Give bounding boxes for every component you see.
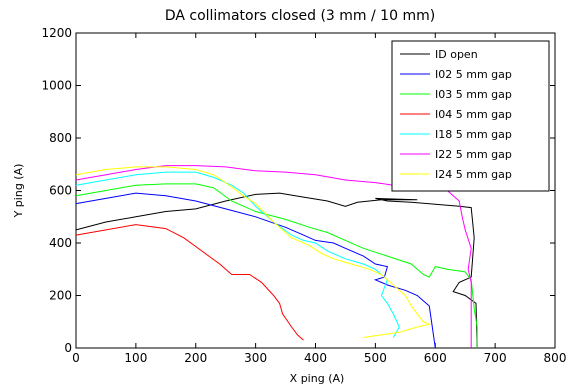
y-axis-ticks: 0 200 400 600 800 1000 1200 (41, 26, 555, 355)
legend-label: I24 5 mm gap (435, 168, 512, 181)
y-tick-label: 800 (49, 131, 72, 145)
series-line-4 (75, 171, 400, 338)
x-tick-label: 600 (424, 351, 447, 365)
legend-label: I02 5 mm gap (435, 68, 512, 81)
x-tick-label: 0 (72, 351, 80, 365)
x-tick-label: 300 (244, 351, 267, 365)
series-line-3 (75, 224, 304, 341)
y-tick-label: 600 (49, 184, 72, 198)
series-line-0 (75, 192, 478, 349)
y-tick-label: 1200 (41, 26, 72, 40)
x-tick-label: 400 (304, 351, 327, 365)
legend-label: I04 5 mm gap (435, 108, 512, 121)
y-tick-label: 0 (64, 341, 72, 355)
legend-label: I22 5 mm gap (435, 148, 512, 161)
y-tick-label: 1000 (41, 79, 72, 93)
x-tick-label: 800 (544, 351, 567, 365)
series-line-2 (75, 183, 478, 348)
x-axis-ticks: 0 100 200 300 400 500 600 700 800 (72, 33, 566, 365)
series-line-5 (75, 165, 472, 348)
x-axis-title: X ping (A) (290, 372, 345, 385)
y-tick-label: 400 (49, 236, 72, 250)
series-layer (75, 165, 478, 349)
y-axis-title: Y ping (A) (12, 164, 25, 219)
series-line-1 (75, 192, 436, 349)
legend-box (391, 40, 550, 192)
legend: ID open I02 5 mm gap I03 5 mm gap I04 5 mm … (391, 40, 550, 192)
series-line-6 (75, 166, 431, 338)
x-tick-label: 100 (124, 351, 147, 365)
x-tick-label: 200 (184, 351, 207, 365)
y-tick-label: 200 (49, 289, 72, 303)
legend-label: I18 5 mm gap (435, 128, 512, 141)
x-tick-label: 700 (484, 351, 507, 365)
chart-title: DA collimators closed (3 mm / 10 mm) (165, 8, 435, 24)
legend-label: I03 5 mm gap (435, 88, 512, 101)
x-tick-label: 500 (364, 351, 387, 365)
legend-label: ID open (435, 48, 478, 61)
